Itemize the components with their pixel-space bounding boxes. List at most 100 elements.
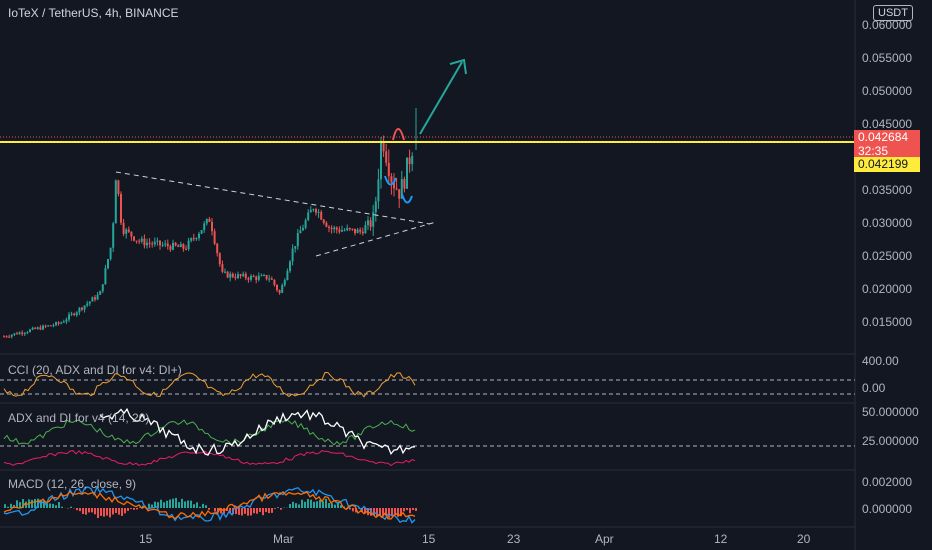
macd-axis-label: 0.000000 [862, 502, 913, 516]
adx-axis-label: 25.000000 [862, 434, 919, 448]
candle-body [156, 240, 159, 242]
macd-histogram-bar [127, 508, 129, 511]
candle-body [13, 333, 16, 335]
macd-histogram-bar [250, 508, 252, 516]
time-label: 12 [714, 532, 728, 546]
macd-histogram-bar [265, 508, 267, 513]
candle-body [172, 242, 174, 250]
candle-body [185, 248, 187, 250]
macd-axis-label: 0.002000 [862, 475, 913, 489]
macd-histogram-bar [238, 508, 240, 515]
time-label: Apr [595, 532, 614, 546]
candle-body [8, 336, 11, 338]
candle-body [148, 242, 151, 244]
macd-histogram-bar [223, 508, 225, 514]
candle-body [75, 312, 78, 316]
macd-histogram-bar [400, 508, 402, 517]
candle-body [252, 275, 255, 277]
candle-body [36, 327, 39, 329]
candle-body [330, 227, 333, 230]
candle-body [5, 336, 8, 338]
price-label: 0.050000 [862, 84, 913, 98]
macd-histogram-bar [217, 508, 219, 513]
macd-histogram-bar [130, 508, 132, 510]
adx-title[interactable]: ADX and DI for v4 (14, 20) [8, 411, 150, 425]
candle-body [390, 176, 393, 183]
candle-body [325, 222, 328, 227]
head-arc [392, 128, 405, 141]
candle-body [60, 322, 63, 324]
candle-body [221, 264, 224, 272]
candle-body [107, 259, 109, 269]
macd-histogram-bar [295, 503, 297, 508]
macd-histogram-bar [241, 508, 243, 516]
macd-histogram-bar [244, 508, 246, 514]
candle-body [302, 227, 304, 231]
candle-body [166, 243, 169, 247]
macd-histogram-bar [271, 508, 273, 513]
cci-title[interactable]: CCI (20, ADX and DI for v4: DI+) [8, 363, 182, 377]
candle-body [224, 271, 226, 273]
candle-body [291, 248, 294, 262]
price-label: 0.060000 [862, 18, 913, 32]
macd-histogram-bar [313, 501, 315, 508]
candle-body [257, 275, 260, 280]
candle-body [78, 307, 81, 313]
macd-histogram-bar [355, 508, 357, 513]
candle-body [146, 242, 148, 246]
macd-title[interactable]: MACD (12, 26, close, 9) [8, 477, 137, 491]
candle-body [179, 244, 182, 248]
candle-body [135, 240, 138, 242]
macd-histogram-bar [391, 508, 393, 517]
macd-histogram-bar [220, 508, 222, 514]
candle-body [151, 243, 154, 245]
macd-histogram-bar [58, 502, 60, 508]
macd-histogram-bar [121, 508, 123, 516]
currency-selector[interactable]: USDT [873, 5, 913, 21]
macd-histogram-bar [256, 508, 258, 514]
macd-histogram-bar [70, 506, 72, 508]
macd-histogram-bar [385, 508, 387, 516]
candle-body [315, 209, 317, 213]
macd-line [3, 485, 416, 524]
candle-body [91, 297, 94, 302]
macd-histogram-bar [310, 499, 312, 508]
macd-histogram-bar [268, 508, 270, 514]
macd-histogram-bar [103, 508, 105, 517]
candle-body [10, 334, 13, 337]
macd-histogram-bar [55, 505, 57, 508]
left-shoulder-arc [384, 175, 397, 186]
candle-body [161, 244, 164, 246]
candle-body [359, 229, 362, 232]
symbol-title[interactable]: IoTeX / TetherUS, 4h, BINANCE [8, 6, 179, 20]
macd-histogram-bar [109, 508, 111, 518]
macd-histogram-bar [328, 503, 330, 508]
macd-histogram-bar [397, 508, 399, 517]
candle-body [200, 230, 203, 234]
candle-body [367, 220, 369, 226]
candle-body [190, 238, 193, 241]
adx-line [99, 407, 416, 456]
candle-body [351, 228, 354, 230]
candle-body [68, 314, 70, 320]
macd-histogram-bar [46, 503, 48, 508]
candle-body [377, 179, 380, 202]
candle-body [234, 276, 237, 279]
macd-histogram-bar [394, 508, 396, 515]
macd-histogram-bar [100, 508, 102, 516]
macd-histogram-bar [403, 508, 405, 512]
candle-body [213, 231, 216, 244]
candle-body [143, 238, 146, 246]
macd-histogram-bar [61, 506, 63, 508]
candle-body [177, 245, 180, 248]
macd-histogram-bar [136, 508, 138, 510]
candle-body [42, 325, 44, 330]
candle-body [44, 325, 47, 327]
candle-body [317, 211, 320, 213]
macd-histogram-bar [205, 505, 207, 508]
macd-histogram-bar [124, 508, 126, 514]
macd-histogram-bar [172, 498, 174, 508]
candle-body [81, 307, 83, 310]
ascending-trendline [315, 221, 437, 257]
